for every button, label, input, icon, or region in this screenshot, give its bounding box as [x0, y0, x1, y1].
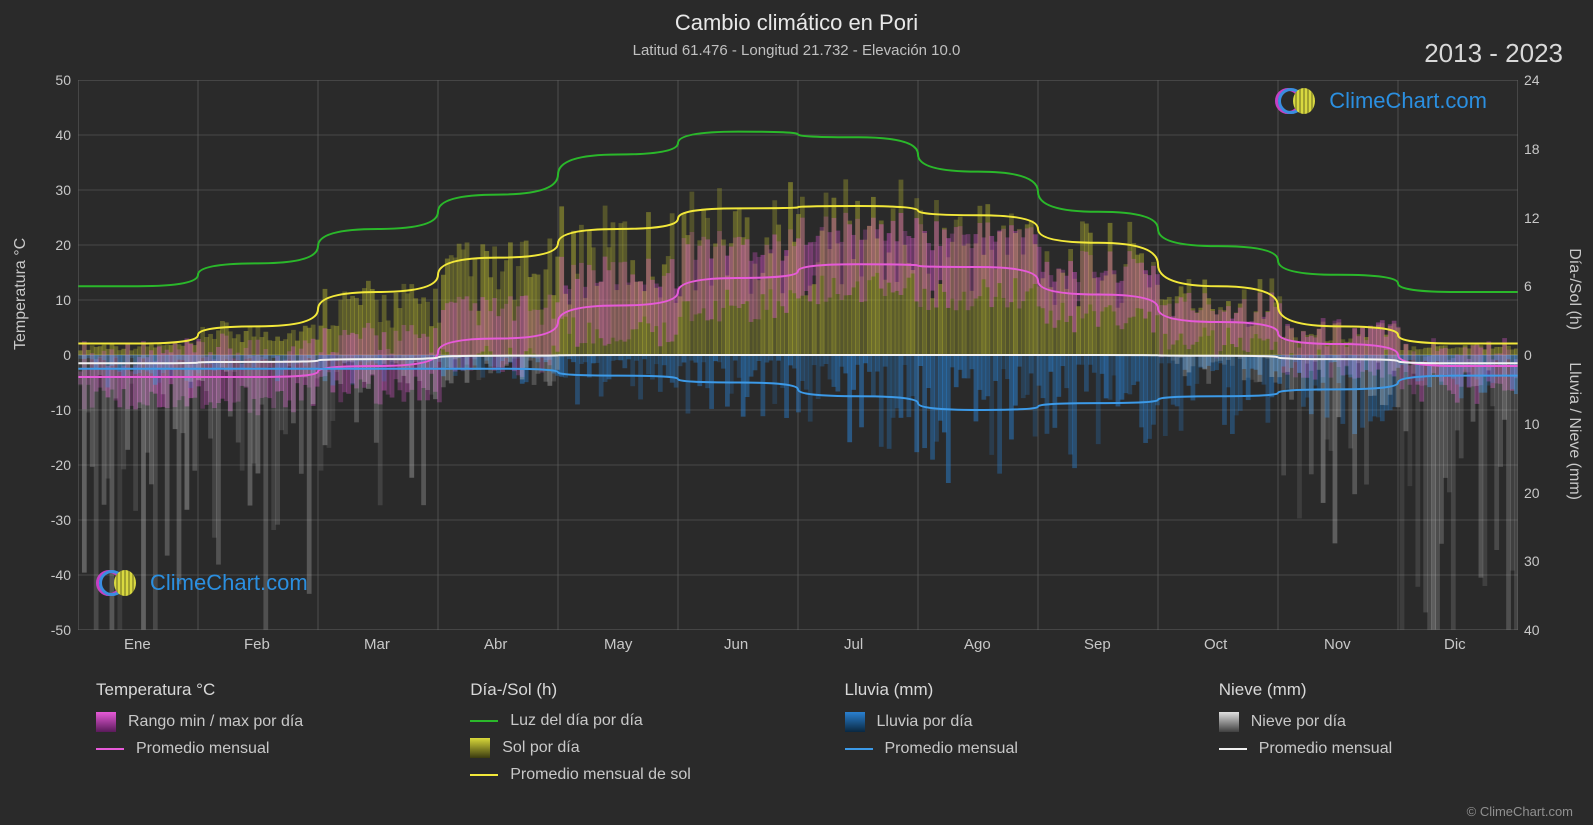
legend-item: Promedio mensual: [1219, 740, 1563, 758]
legend-label: Nieve por día: [1251, 713, 1346, 731]
month-label: Abr: [484, 636, 507, 653]
legend-col-daylight: Día-/Sol (h) Luz del día por día Sol por …: [470, 680, 814, 792]
ytick-left: 0: [31, 347, 71, 363]
legend: Temperatura °C Rango min / max por día Pr…: [96, 680, 1563, 792]
y-axis-right-top-label: Día-/Sol (h): [1565, 248, 1583, 330]
legend-label: Promedio mensual: [136, 740, 269, 758]
chart-subtitle: Latitud 61.476 - Longitud 21.732 - Eleva…: [0, 42, 1593, 59]
legend-label: Luz del día por día: [510, 712, 643, 730]
legend-label: Promedio mensual: [1259, 740, 1392, 758]
legend-swatch: [96, 748, 124, 750]
ytick-right-bottom: 30: [1524, 553, 1564, 569]
legend-swatch: [96, 712, 116, 732]
legend-label: Promedio mensual de sol: [510, 766, 691, 784]
ytick-right-bottom: 20: [1524, 485, 1564, 501]
ytick-left: 10: [31, 292, 71, 308]
plot-area: [78, 80, 1518, 630]
chart-title: Cambio climático en Pori: [0, 0, 1593, 36]
ytick-left: 30: [31, 182, 71, 198]
month-label: Sep: [1084, 636, 1111, 653]
legend-head: Nieve (mm): [1219, 680, 1563, 700]
legend-swatch: [470, 720, 498, 722]
ytick-left: -30: [31, 512, 71, 528]
legend-swatch: [1219, 748, 1247, 750]
legend-label: Promedio mensual: [885, 740, 1018, 758]
month-label: Ene: [124, 636, 151, 653]
ytick-right-top: 12: [1524, 210, 1564, 226]
ytick-left: 50: [31, 72, 71, 88]
legend-item: Sol por día: [470, 738, 814, 758]
ytick-right-top: 6: [1524, 278, 1564, 294]
legend-swatch: [845, 712, 865, 732]
year-range: 2013 - 2023: [1424, 38, 1563, 69]
legend-swatch: [470, 774, 498, 776]
plot-svg: [78, 80, 1518, 630]
legend-item: Promedio mensual: [96, 740, 440, 758]
legend-col-snow: Nieve (mm) Nieve por día Promedio mensual: [1219, 680, 1563, 792]
brand-text: ClimeChart.com: [1329, 88, 1487, 114]
ytick-left: -10: [31, 402, 71, 418]
legend-item: Promedio mensual de sol: [470, 766, 814, 784]
legend-head: Lluvia (mm): [845, 680, 1189, 700]
legend-swatch: [470, 738, 490, 758]
brand-logo-top: ClimeChart.com: [1275, 86, 1487, 116]
ytick-right-bottom: 10: [1524, 416, 1564, 432]
brand-text: ClimeChart.com: [150, 570, 308, 596]
legend-item: Lluvia por día: [845, 712, 1189, 732]
legend-label: Rango min / max por día: [128, 713, 303, 731]
month-label: Ago: [964, 636, 991, 653]
legend-item: Luz del día por día: [470, 712, 814, 730]
legend-item: Nieve por día: [1219, 712, 1563, 732]
legend-label: Sol por día: [502, 739, 579, 757]
ytick-right-bottom: 40: [1524, 622, 1564, 638]
legend-label: Lluvia por día: [877, 713, 973, 731]
legend-head: Temperatura °C: [96, 680, 440, 700]
chart-container: Cambio climático en Pori Latitud 61.476 …: [0, 0, 1593, 825]
legend-item: Rango min / max por día: [96, 712, 440, 732]
legend-swatch: [845, 748, 873, 750]
ytick-left: -50: [31, 622, 71, 638]
month-label: May: [604, 636, 632, 653]
brand-logo-bottom: ClimeChart.com: [96, 568, 308, 598]
month-label: Feb: [244, 636, 270, 653]
ytick-left: 40: [31, 127, 71, 143]
legend-col-temp: Temperatura °C Rango min / max por día Pr…: [96, 680, 440, 792]
ytick-left: 20: [31, 237, 71, 253]
month-label: Nov: [1324, 636, 1351, 653]
legend-swatch: [1219, 712, 1239, 732]
y-axis-right-bottom-label: Lluvia / Nieve (mm): [1565, 362, 1583, 500]
legend-head: Día-/Sol (h): [470, 680, 814, 700]
ytick-right-top: 0: [1524, 347, 1564, 363]
ytick-right-top: 24: [1524, 72, 1564, 88]
copyright: © ClimeChart.com: [1467, 804, 1573, 819]
month-label: Mar: [364, 636, 390, 653]
legend-col-rain: Lluvia (mm) Lluvia por día Promedio mensu…: [845, 680, 1189, 792]
legend-item: Promedio mensual: [845, 740, 1189, 758]
month-label: Jun: [724, 636, 748, 653]
month-label: Jul: [844, 636, 863, 653]
month-label: Dic: [1444, 636, 1466, 653]
ytick-right-top: 18: [1524, 141, 1564, 157]
ytick-left: -40: [31, 567, 71, 583]
month-label: Oct: [1204, 636, 1227, 653]
y-axis-left-label: Temperatura °C: [12, 238, 30, 350]
ytick-left: -20: [31, 457, 71, 473]
